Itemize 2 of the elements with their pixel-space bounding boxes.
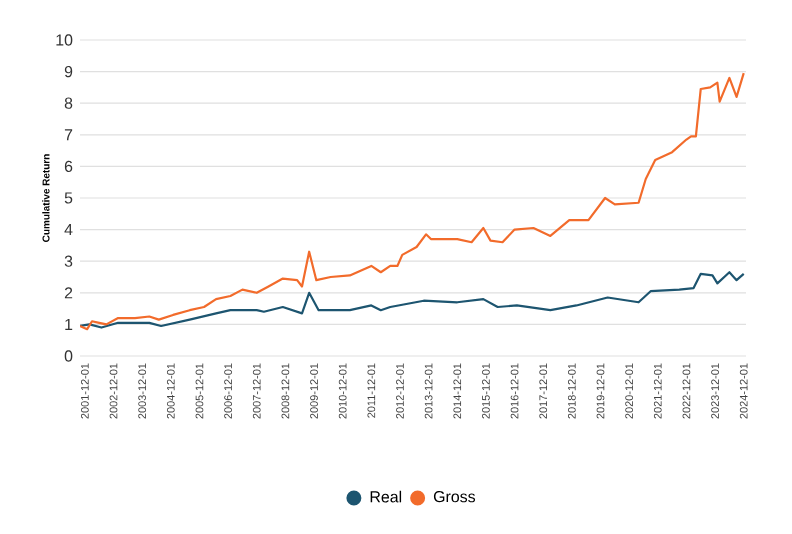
line-series xyxy=(80,72,745,331)
line-series xyxy=(80,271,745,329)
